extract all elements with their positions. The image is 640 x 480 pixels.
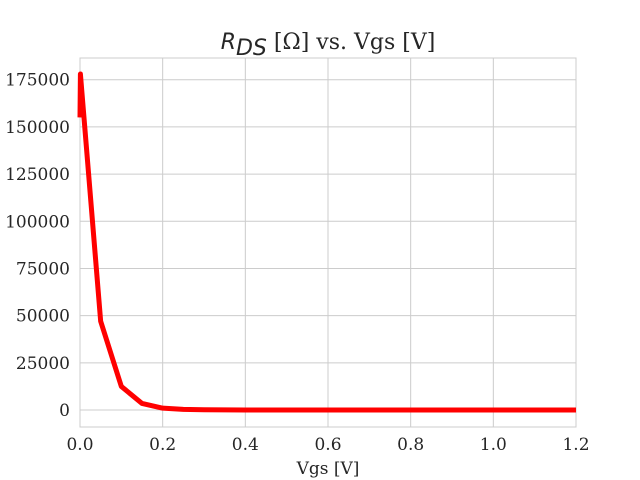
series-layer: [77, 71, 576, 413]
y-tick-label: 50000: [16, 307, 70, 327]
y-tick-label: 100000: [5, 212, 70, 232]
x-tick-label: 0.8: [397, 435, 424, 455]
x-axis-label: Vgs [V]: [296, 459, 360, 479]
x-tick-label: 0.2: [149, 435, 176, 455]
chart-title: RDS [Ω] vs. Vgs [V]: [221, 30, 436, 61]
x-tick-label: 0.4: [232, 435, 259, 455]
x-tick-label: 0.6: [314, 435, 341, 455]
y-tick-label: 75000: [16, 259, 70, 279]
title-symbol: R: [221, 30, 236, 55]
plot-frame: [79, 57, 577, 428]
x-tick-label: 0.0: [66, 435, 93, 455]
y-tick-label: 125000: [5, 165, 70, 185]
x-tick-label: 1.2: [562, 435, 589, 455]
y-tick-label: 150000: [5, 118, 70, 138]
title-subscript: DS: [236, 36, 267, 61]
y-tick-label: 25000: [16, 354, 70, 374]
y-tick-label: 175000: [5, 71, 70, 91]
y-tick-label: 0: [59, 401, 70, 421]
y-tick-labels: 0 25000 50000 75000 100000 125000 150000 175000: [5, 71, 70, 421]
x-tick-label: 1.0: [480, 435, 507, 455]
series-line: [77, 71, 576, 413]
x-tick-labels: 0.0 0.2 0.4 0.6 0.8 1.0 1.2: [66, 435, 589, 455]
grid-lines: [79, 58, 577, 427]
title-rest: [Ω] vs. Vgs [V]: [267, 30, 435, 55]
